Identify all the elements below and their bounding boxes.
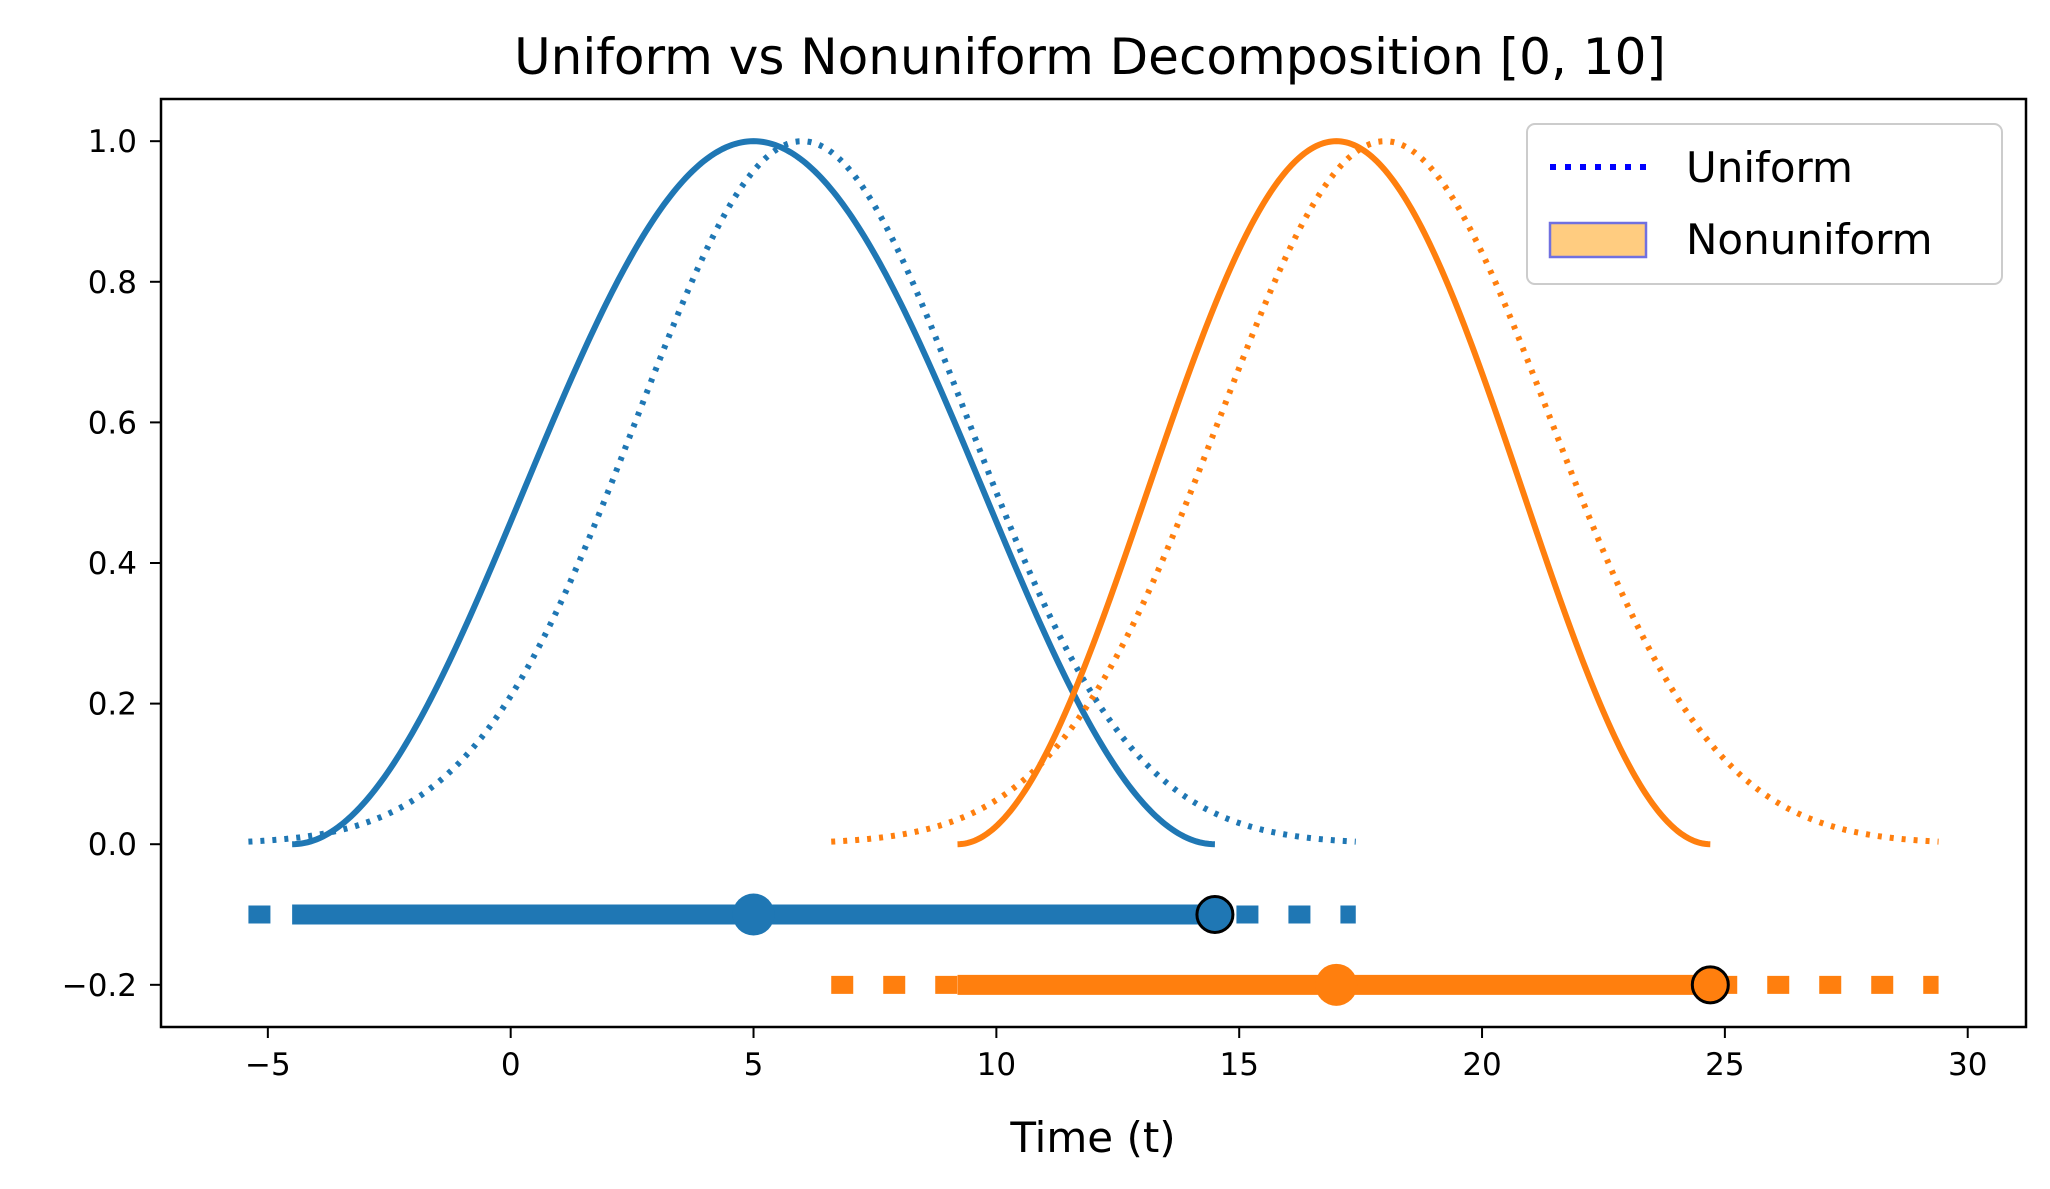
x-tick-label: 20	[1462, 1047, 1501, 1083]
nonuniform-1-curve	[292, 138, 1215, 848]
nonuniform-2-curve	[957, 138, 1711, 848]
legend-nonuniform-label: Nonuniform	[1686, 215, 1933, 264]
x-tick-label: 5	[744, 1047, 764, 1083]
interval-2-end-marker	[1690, 965, 1730, 1005]
interval-1-center-marker	[732, 893, 775, 936]
x-tick-label: 30	[1948, 1047, 1987, 1083]
legend: Uniform Nonuniform	[1526, 123, 2003, 285]
legend-uniform-label: Uniform	[1686, 143, 1853, 192]
y-tick-label: 0.8	[88, 265, 137, 301]
x-tick-label: −5	[245, 1047, 291, 1083]
plot-area	[248, 138, 1939, 1006]
legend-nonuniform-swatch	[1548, 221, 1648, 259]
x-axis-label: Time (t)	[1009, 1113, 1175, 1162]
y-tick-label: 0.0	[88, 827, 137, 863]
x-tick-label: 25	[1705, 1047, 1744, 1083]
x-tick-label: 0	[501, 1047, 521, 1083]
axis-ticks: −5 0 5 10 15 20 25 30 1.0 0.8 0.6 0.4 0.2 0.0 −0.2	[62, 124, 1988, 1083]
interval-2-center-marker	[1315, 963, 1358, 1006]
y-tick-label: 1.0	[88, 124, 137, 160]
y-tick-label: 0.2	[88, 687, 137, 723]
y-tick-label: 0.6	[88, 405, 137, 441]
interval-1-end-marker	[1195, 895, 1235, 935]
x-tick-label: 10	[977, 1047, 1016, 1083]
x-tick-label: 15	[1219, 1047, 1258, 1083]
y-tick-label: 0.4	[88, 546, 137, 582]
chart-title: Uniform vs Nonuniform Decomposition [0, …	[514, 28, 1666, 86]
y-tick-label: −0.2	[62, 968, 137, 1004]
